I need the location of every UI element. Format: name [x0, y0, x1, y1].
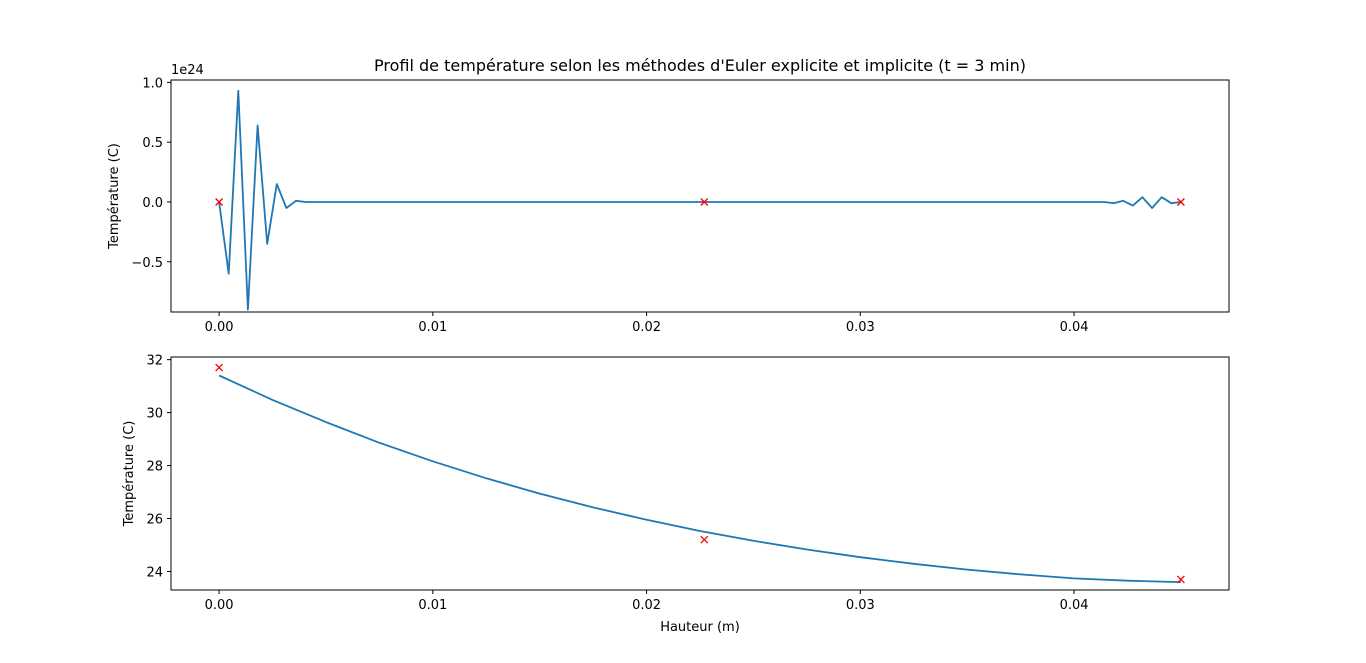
axes-frame — [170, 356, 1230, 591]
data-marker — [1176, 575, 1185, 584]
data-marker — [215, 198, 224, 206]
y-tick-label: 32 — [146, 354, 163, 369]
y-axis-label: Température (C) — [122, 421, 137, 528]
top-panel: 0.00 0.01 0.02 0.03 0.04 −0.5 0.0 0.5 1.0 Tempéra… — [107, 63, 1230, 335]
y-axis-label: Température (C) — [107, 143, 122, 250]
x-tick-label: 0.04 — [1060, 598, 1089, 613]
data-marker — [1176, 198, 1185, 206]
x-tick-label: 0.00 — [205, 320, 234, 335]
axes-frame — [170, 79, 1230, 313]
y-tick-label: 26 — [146, 513, 163, 528]
y-tick-label: 0.5 — [142, 136, 163, 151]
bottom-panel: 0.00 0.01 0.02 0.03 0.04 24 26 28 30 32 Températur… — [122, 354, 1230, 635]
x-tick-label: 0.01 — [418, 598, 447, 613]
x-tick-label: 0.02 — [632, 598, 661, 613]
y-offset-label: 1e24 — [171, 63, 204, 78]
y-tick-label: 24 — [146, 565, 163, 580]
x-tick-label: 0.01 — [418, 320, 447, 335]
y-tick-label: −0.5 — [131, 256, 163, 271]
x-tick-label: 0.02 — [632, 320, 661, 335]
temperature-line — [218, 89, 1182, 311]
x-tick-label: 0.03 — [846, 320, 875, 335]
data-marker — [700, 198, 709, 206]
y-tick-label: 28 — [146, 460, 163, 475]
y-tick-label: 0.0 — [142, 196, 163, 211]
data-marker — [700, 535, 709, 544]
temperature-line — [218, 374, 1181, 583]
x-axis-label: Hauteur (m) — [660, 620, 740, 635]
y-tick-label: 30 — [146, 407, 163, 422]
x-tick-label: 0.00 — [205, 598, 234, 613]
chart-title: Profil de température selon les méthodes… — [374, 56, 1026, 75]
x-tick-label: 0.04 — [1060, 320, 1089, 335]
x-tick-label: 0.03 — [846, 598, 875, 613]
data-marker — [215, 363, 224, 372]
y-tick-label: 1.0 — [142, 76, 163, 91]
